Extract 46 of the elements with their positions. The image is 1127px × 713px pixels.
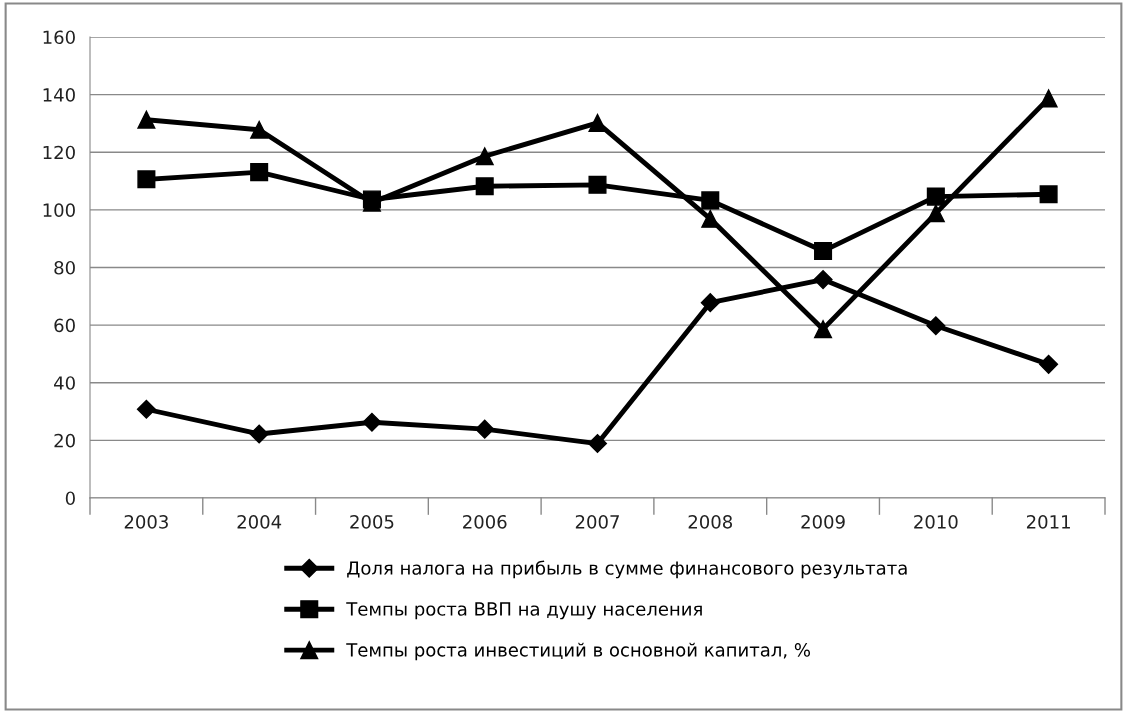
x-tick-label: 2005 bbox=[350, 514, 394, 529]
point bbox=[475, 177, 494, 196]
point bbox=[926, 187, 945, 206]
point bbox=[814, 242, 833, 261]
point bbox=[814, 320, 833, 339]
legend-label: Темпы роста инвестиций в основной капитал, % bbox=[346, 642, 810, 661]
point bbox=[362, 412, 382, 432]
legend-label: Темпы роста ВВП на душу населения bbox=[346, 602, 702, 620]
y-tick-label: 80 bbox=[54, 260, 75, 275]
y-tick-label: 140 bbox=[43, 88, 75, 102]
x-tick-label: 2006 bbox=[463, 514, 507, 529]
point bbox=[1039, 185, 1058, 204]
y-tick-label: 120 bbox=[43, 145, 75, 160]
point bbox=[926, 204, 945, 223]
point bbox=[137, 170, 156, 189]
x-tick-label: 2010 bbox=[914, 514, 958, 529]
x-tick-label: 2008 bbox=[688, 514, 733, 529]
point bbox=[701, 209, 720, 228]
x-tick-label: 2011 bbox=[1026, 514, 1070, 529]
y-tick-label: 60 bbox=[54, 318, 75, 333]
point bbox=[700, 293, 720, 313]
point bbox=[926, 316, 946, 336]
point bbox=[701, 191, 720, 210]
y-tick-label: 160 bbox=[43, 30, 75, 45]
point bbox=[1039, 354, 1059, 374]
y-tick-label: 0 bbox=[65, 491, 75, 506]
point bbox=[587, 434, 608, 454]
x-tick-label: 2007 bbox=[575, 514, 619, 529]
y-tick-label: 40 bbox=[54, 376, 75, 390]
point bbox=[250, 120, 269, 139]
point bbox=[588, 175, 607, 194]
legend-label: Доля налога на прибыль в сумме финансового результата bbox=[347, 560, 907, 579]
point bbox=[475, 419, 495, 439]
point bbox=[475, 147, 494, 166]
point bbox=[137, 110, 156, 129]
point bbox=[249, 424, 269, 444]
point bbox=[250, 163, 269, 182]
y-tick-label: 100 bbox=[43, 203, 75, 217]
y-tick-label: 20 bbox=[54, 433, 75, 448]
point bbox=[136, 399, 156, 419]
x-tick-label: 2009 bbox=[801, 514, 845, 529]
point bbox=[813, 270, 833, 290]
x-tick-label: 2004 bbox=[237, 514, 282, 529]
x-tick-label: 2003 bbox=[124, 514, 168, 529]
point bbox=[1039, 89, 1058, 108]
point bbox=[588, 113, 607, 132]
